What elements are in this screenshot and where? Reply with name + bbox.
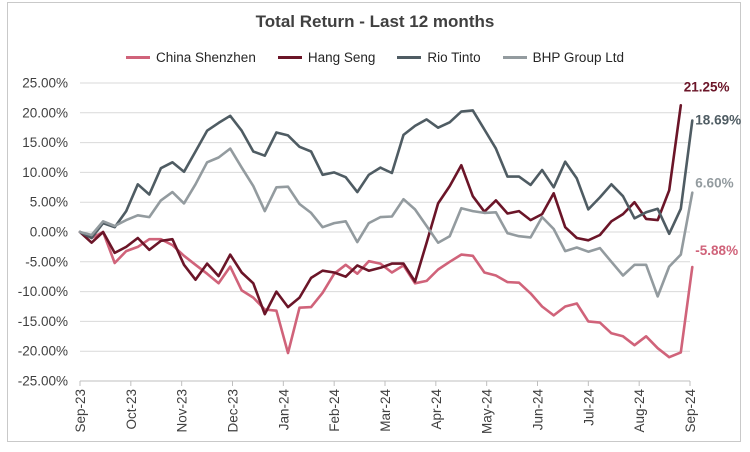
y-tick-label: 0.00%: [30, 225, 68, 240]
legend-swatch-bhp-group: [502, 56, 527, 59]
x-tick-label: Dec-23: [226, 389, 241, 433]
y-tick-label: 5.00%: [30, 195, 68, 210]
legend-item-bhp-group: BHP Group Ltd: [502, 50, 624, 65]
x-tick-label: Jan-24: [276, 389, 291, 431]
legend: China Shenzhen Hang Seng Rio Tinto BHP G…: [0, 50, 750, 65]
x-tick-label: Feb-24: [327, 389, 342, 432]
chart-frame: [7, 2, 741, 442]
end-label-rio-tinto: 18.69%: [695, 113, 741, 128]
series-line-bhp-group-ltd: [78, 147, 694, 298]
y-tick-label: -5.00%: [25, 254, 68, 269]
y-tick-label: 10.00%: [22, 165, 68, 180]
x-tick-label: Mar-24: [378, 389, 393, 432]
y-tick-label: 15.00%: [22, 135, 68, 150]
legend-label-china-shenzhen: China Shenzhen: [156, 50, 256, 65]
legend-label-rio-tinto: Rio Tinto: [427, 50, 481, 65]
x-tick-label: Sep-24: [683, 389, 698, 433]
legend-swatch-hang-seng: [277, 56, 302, 59]
legend-swatch-china-shenzhen: [126, 56, 150, 59]
legend-label-bhp-group: BHP Group Ltd: [532, 50, 624, 65]
series-line-china-shenzhen: [78, 230, 694, 359]
x-tick-label: Apr-24: [429, 389, 444, 430]
end-label-bhp-group-ltd: 6.60%: [695, 176, 733, 191]
end-label-china-shenzhen: -5.88%: [695, 243, 738, 258]
y-tick-label: -20.00%: [18, 344, 68, 359]
y-tick-label: 20.00%: [22, 105, 68, 120]
x-tick-label: May-24: [480, 389, 495, 435]
legend-swatch-rio-tinto: [397, 56, 422, 59]
y-tick-label: 25.00%: [22, 76, 68, 91]
series-line-rio-tinto: [78, 109, 694, 240]
legend-item-rio-tinto: Rio Tinto: [397, 50, 481, 65]
x-tick-label: Sep-23: [73, 389, 88, 433]
legend-label-hang-seng: Hang Seng: [307, 50, 376, 65]
y-tick-label: -15.00%: [18, 314, 68, 329]
series-line-hang-seng: [78, 104, 683, 316]
y-tick-label: -10.00%: [18, 284, 68, 299]
x-tick-label: Aug-24: [632, 389, 647, 433]
x-tick-label: Nov-23: [175, 389, 190, 433]
legend-item-hang-seng: Hang Seng: [277, 50, 376, 65]
y-tick-label: -25.00%: [18, 374, 68, 389]
end-label-hang-seng: 21.25%: [684, 79, 730, 94]
chart-title: Total Return - Last 12 months: [255, 12, 495, 31]
x-tick-label: Jun-24: [531, 389, 546, 431]
x-tick-label: Jul-24: [581, 389, 596, 426]
legend-item-china-shenzhen: China Shenzhen: [126, 50, 256, 65]
x-tick-label: Oct-23: [124, 389, 139, 430]
